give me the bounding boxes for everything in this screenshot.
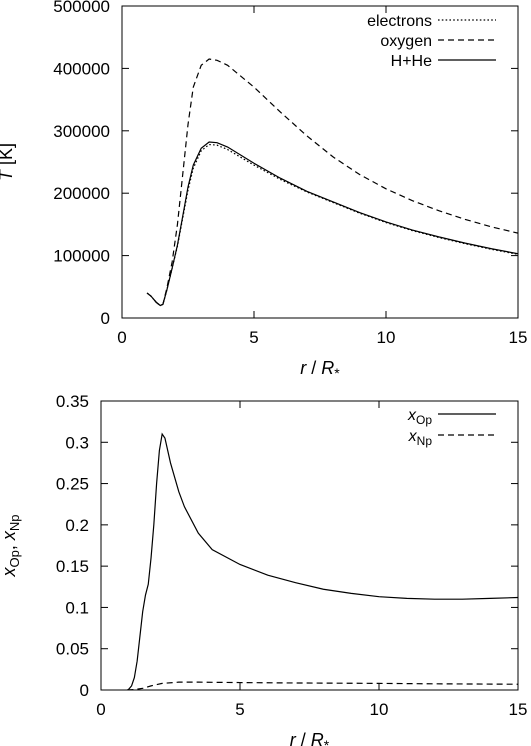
y-tick-label: 0.1 bbox=[65, 598, 89, 617]
y-tick-label: 300000 bbox=[53, 122, 110, 141]
series-line-electrons bbox=[146, 143, 518, 307]
y-tick-label: 100000 bbox=[53, 247, 110, 266]
series-line-h-he bbox=[146, 141, 518, 307]
temperature-plot: 0 5 10 15 0 100000 200000 300000 400000 500000 ele… bbox=[0, 0, 527, 381]
x-axis-label: r / R* bbox=[300, 358, 340, 381]
legend-label: xNp bbox=[408, 428, 433, 448]
y-tick-label: 0.35 bbox=[56, 392, 89, 411]
legend-label: H+He bbox=[391, 53, 432, 70]
x-tick-label: 10 bbox=[377, 328, 396, 347]
x-tick-label: 10 bbox=[370, 700, 389, 719]
y-axis-label: T [K] bbox=[0, 143, 16, 181]
y-tick-label: 500000 bbox=[53, 0, 110, 16]
x-tick-label: 5 bbox=[235, 700, 244, 719]
y-tick-label: 0 bbox=[80, 681, 89, 700]
y-tick-label: 0.05 bbox=[56, 640, 89, 659]
y-tick-label: 0 bbox=[101, 309, 110, 328]
legend-label: oxygen bbox=[380, 33, 432, 50]
series-line-oxygen bbox=[146, 58, 518, 307]
y-tick-label: 0.15 bbox=[56, 557, 89, 576]
plot-frame bbox=[121, 5, 519, 319]
x-axis-label: r / R* bbox=[290, 730, 330, 746]
y-tick-label: 0.2 bbox=[65, 516, 89, 535]
x-tick-label: 15 bbox=[509, 700, 528, 719]
legend-label: electrons bbox=[367, 13, 432, 30]
y-tick-label: 200000 bbox=[53, 184, 110, 203]
x-tick-label: 15 bbox=[509, 328, 528, 347]
y-tick-label: 0.3 bbox=[65, 433, 89, 452]
x-tick-label: 0 bbox=[117, 328, 126, 347]
series-line-xop bbox=[127, 432, 518, 690]
x-tick-label: 0 bbox=[96, 700, 105, 719]
y-tick-label: 0.25 bbox=[56, 475, 89, 494]
x-tick-label: 5 bbox=[249, 328, 258, 347]
series-line-xnp bbox=[127, 681, 518, 690]
plot-frame bbox=[100, 400, 519, 691]
y-tick-label: 400000 bbox=[53, 59, 110, 78]
legend-label: xOp bbox=[407, 407, 432, 427]
y-axis-label: xOp, xNp bbox=[0, 515, 22, 578]
